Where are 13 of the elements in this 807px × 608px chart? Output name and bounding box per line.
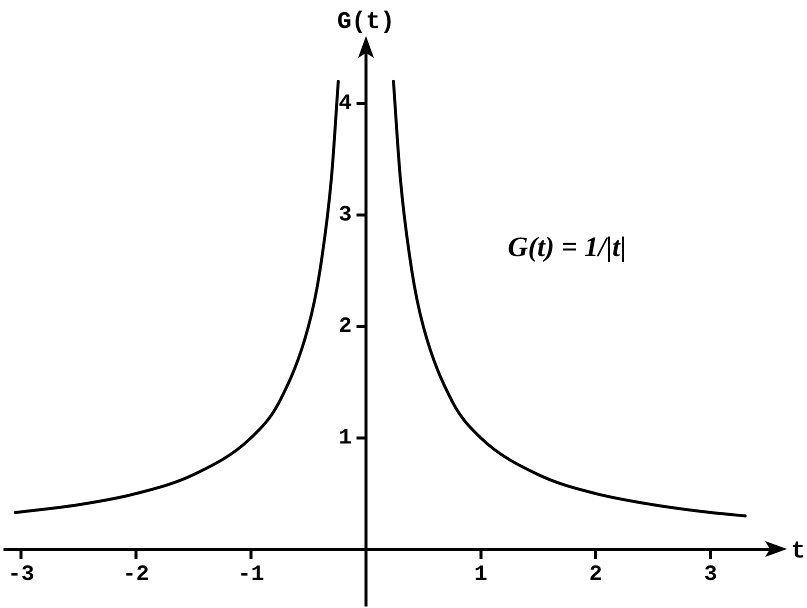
x-tick-label: 1 [474, 562, 488, 588]
x-tick-label: 2 [589, 562, 602, 588]
y-tick-label: 4 [338, 91, 352, 116]
annotation: G(t) = 1/|t| [508, 232, 626, 263]
y-tick-label: 2 [338, 314, 352, 340]
x-tick-label: -3 [8, 562, 34, 588]
x-axis-title: t [791, 538, 806, 566]
x-tick-label: 3 [704, 562, 718, 588]
y-tick-label: 1 [338, 425, 352, 450]
x-tick-label: -2 [122, 562, 150, 588]
x-tick-label: -1 [238, 562, 264, 588]
y-axis-title: G(t) [337, 9, 395, 36]
y-tick-label: 3 [338, 202, 352, 228]
